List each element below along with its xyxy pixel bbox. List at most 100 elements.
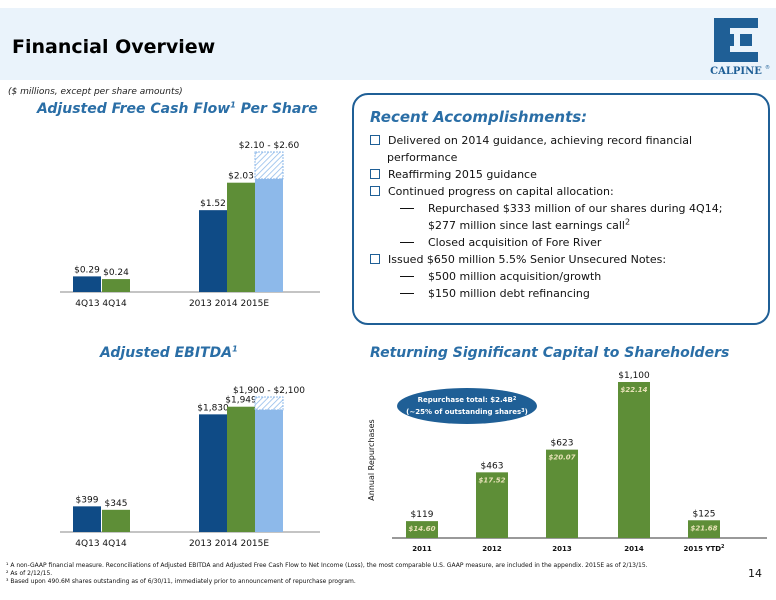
fcf-bar-4q13 [73,276,101,292]
accomplishment-item: Continued progress on capital allocation… [370,185,614,198]
accomplishment-item: Repurchased $333 million of our shares d… [400,202,722,215]
repurchase-bar-2011 [406,521,438,538]
ebitda-title-text: Adjusted EBITDA [100,345,233,361]
fcf-range-label: $2.10 - $2.60 [239,141,300,151]
ebitda-bar-2013 [199,414,227,532]
callout-line-1: Repurchase total: $2.4B2 [418,396,517,404]
accomplishment-text: Reaffirming 2015 guidance [388,168,537,181]
ebitda-bar-4q13 [73,506,101,532]
dash-bullet-icon [400,292,414,294]
accomplishments-title: Recent Accomplishments: [370,108,588,126]
calpine-logo: CALPINE ® [700,14,772,82]
repurchase-value-label: $119 [411,510,434,520]
fcf-value-label: $0.24 [103,268,129,278]
ebitda-chart-title: Adjusted EBITDA1 [100,345,238,361]
repurchase-bar-2015-ytd [688,520,720,538]
callout-line-2: (~25% of outstanding shares3) [406,408,528,416]
ebitda-range-box [254,396,284,411]
ebitda-chart: $399 $345 $1,830$1,949$1,900 - $2,100 4Q13 … [40,365,340,549]
repurchase-y-axis-label: Annual Repurchases [367,419,376,500]
checkbox-bullet-icon [370,135,380,145]
fcf-title-text: Adjusted Free Cash Flow [37,101,231,117]
ebitda-range-label: $1,900 - $2,100 [233,386,305,396]
checkbox-bullet-icon [370,186,380,196]
footnote-ref: 2 [625,217,631,227]
footnote-1: ¹ A non-GAAP financial measure. Reconcil… [6,562,648,569]
accomplishment-text: Issued $650 million 5.5% Senior Unsecure… [388,253,667,266]
fcf-bar-2014 [227,182,255,292]
repurchase-category-label: 2011 [412,545,432,553]
ebitda-group-label-years: 2013 2014 2015E [189,539,269,549]
repurchase-category-label: 2014 [624,545,644,553]
fcf-value-label: $2.03 [228,172,254,182]
page-title: Financial Overview [12,36,216,58]
fcf-bar-2015e [255,178,283,292]
fcf-chart-title: Adjusted Free Cash Flow1 Per Share [37,101,318,117]
ebitda-value-label: $1,949 [225,396,257,406]
fcf-group-label-quarters: 4Q13 4Q14 [75,299,127,309]
dash-bullet-icon [400,241,414,243]
accomplishment-text: $500 million acquisition/growth [428,270,602,283]
fcf-range-box [254,151,284,180]
fcf-title-sup: 1 [230,100,236,110]
fcf-value-label: $1.52 [200,199,226,209]
accomplishment-continuation: $277 million since last earnings call2 [428,217,631,232]
repurchase-value-label: $125 [693,509,716,519]
units-subtitle: ($ millions, except per share amounts) [8,87,183,97]
ebitda-bar-4q14 [102,509,130,532]
fcf-title-tail: Per Share [235,101,318,117]
logo-text: CALPINE [710,66,762,77]
ebitda-title-sup: 1 [232,344,238,354]
logo-tm: ® [765,64,770,71]
repurchase-chart: Annual Repurchases $119 $14.60 2011 $463 $17.… [367,371,767,553]
accomplishments-box [352,93,770,325]
repurchase-avg-price-label: $21.68 [690,524,717,532]
fcf-bar-2013 [199,210,227,292]
ebitda-group-label-quarters: 4Q13 4Q14 [75,539,127,549]
repurchase-bar-2013 [546,449,578,538]
fcf-group-label-years: 2013 2014 2015E [189,299,269,309]
accomplishment-text: Continued progress on capital allocation… [388,185,614,198]
dash-bullet-icon [400,207,414,209]
header-band [0,8,776,80]
repurchase-category-label: 2015 YTD2 [683,544,725,553]
checkbox-bullet-icon [370,254,380,264]
repurchase-value-label: $463 [481,461,504,471]
accomplishment-text: $150 million debt refinancing [428,287,590,300]
repurchase-avg-price-label: $14.60 [408,525,435,533]
accomplishment-item: $150 million debt refinancing [400,287,590,300]
repurchase-bar-2014 [618,382,650,538]
repurchase-value-label: $1,100 [618,371,650,381]
accomplishment-item: Closed acquisition of Fore River [400,236,601,249]
footnote-3: ³ Based upon 490.6M shares outstanding a… [6,578,356,585]
footnote-2: ² As of 2/12/15. [6,570,53,577]
repurchase-category-label: 2012 [482,545,502,553]
accomplishment-text: Closed acquisition of Fore River [428,236,602,249]
repurchase-chart-title: Returning Significant Capital to Shareho… [370,345,730,361]
accomplishment-text: Repurchased $333 million of our shares d… [428,202,723,215]
accomplishment-text: Delivered on 2014 guidance, achieving re… [388,134,693,147]
ebitda-bar-2014 [227,406,255,532]
repurchase-value-label: $623 [551,439,574,449]
logo-mark-icon: CALPINE ® [710,18,770,77]
repurchase-category-label: 2013 [552,545,572,553]
ebitda-value-label: $399 [76,495,99,505]
repurchase-bar-2012 [476,472,508,538]
repurchase-avg-price-label: $20.07 [548,454,575,462]
accomplishment-item: Reaffirming 2015 guidance [370,168,537,181]
accomplishment-continuation: performance [387,151,458,164]
dash-bullet-icon [400,275,414,277]
fcf-chart: $0.29 $0.24 $1.52 $2.03 $2.10 - $2.60 4Q13 4Q… [40,120,340,309]
accomplishment-item: Delivered on 2014 guidance, achieving re… [370,134,692,147]
fcf-bar-4q14 [102,279,130,292]
checkbox-bullet-icon [370,169,380,179]
ebitda-bar-2015e [255,409,283,532]
accomplishment-item: $500 million acquisition/growth [400,270,601,283]
repurchase-avg-price-label: $17.52 [478,476,505,484]
fcf-value-label: $0.29 [74,265,100,275]
repurchase-avg-price-label: $22.14 [620,386,647,394]
repurchase-total-callout: Repurchase total: $2.4B2 (~25% of outstan… [397,388,537,424]
ebitda-value-label: $345 [105,499,128,509]
page-number: 14 [748,567,762,580]
ebitda-value-label: $1,830 [197,403,229,413]
